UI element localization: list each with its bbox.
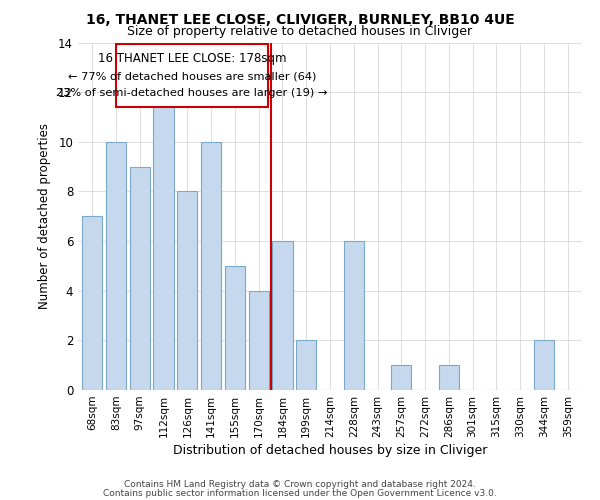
Bar	[272, 241, 293, 390]
Bar	[248, 290, 269, 390]
Text: 16 THANET LEE CLOSE: 178sqm: 16 THANET LEE CLOSE: 178sqm	[98, 52, 286, 65]
Bar	[391, 365, 412, 390]
Bar	[439, 365, 459, 390]
Text: 23% of semi-detached houses are larger (19) →: 23% of semi-detached houses are larger (…	[56, 88, 328, 99]
Bar	[154, 92, 173, 390]
Bar	[106, 142, 126, 390]
Text: Contains public sector information licensed under the Open Government Licence v3: Contains public sector information licen…	[103, 488, 497, 498]
Bar	[225, 266, 245, 390]
Text: ← 77% of detached houses are smaller (64): ← 77% of detached houses are smaller (64…	[68, 71, 316, 81]
Bar	[534, 340, 554, 390]
Bar	[82, 216, 103, 390]
X-axis label: Distribution of detached houses by size in Cliviger: Distribution of detached houses by size …	[173, 444, 487, 457]
Text: 16, THANET LEE CLOSE, CLIVIGER, BURNLEY, BB10 4UE: 16, THANET LEE CLOSE, CLIVIGER, BURNLEY,…	[86, 12, 514, 26]
Bar	[201, 142, 221, 390]
Bar	[344, 241, 364, 390]
Y-axis label: Number of detached properties: Number of detached properties	[38, 123, 51, 309]
Text: Contains HM Land Registry data © Crown copyright and database right 2024.: Contains HM Land Registry data © Crown c…	[124, 480, 476, 489]
Bar	[177, 192, 197, 390]
Text: Size of property relative to detached houses in Cliviger: Size of property relative to detached ho…	[127, 25, 473, 38]
Bar	[130, 166, 150, 390]
FancyBboxPatch shape	[116, 44, 268, 107]
Bar	[296, 340, 316, 390]
